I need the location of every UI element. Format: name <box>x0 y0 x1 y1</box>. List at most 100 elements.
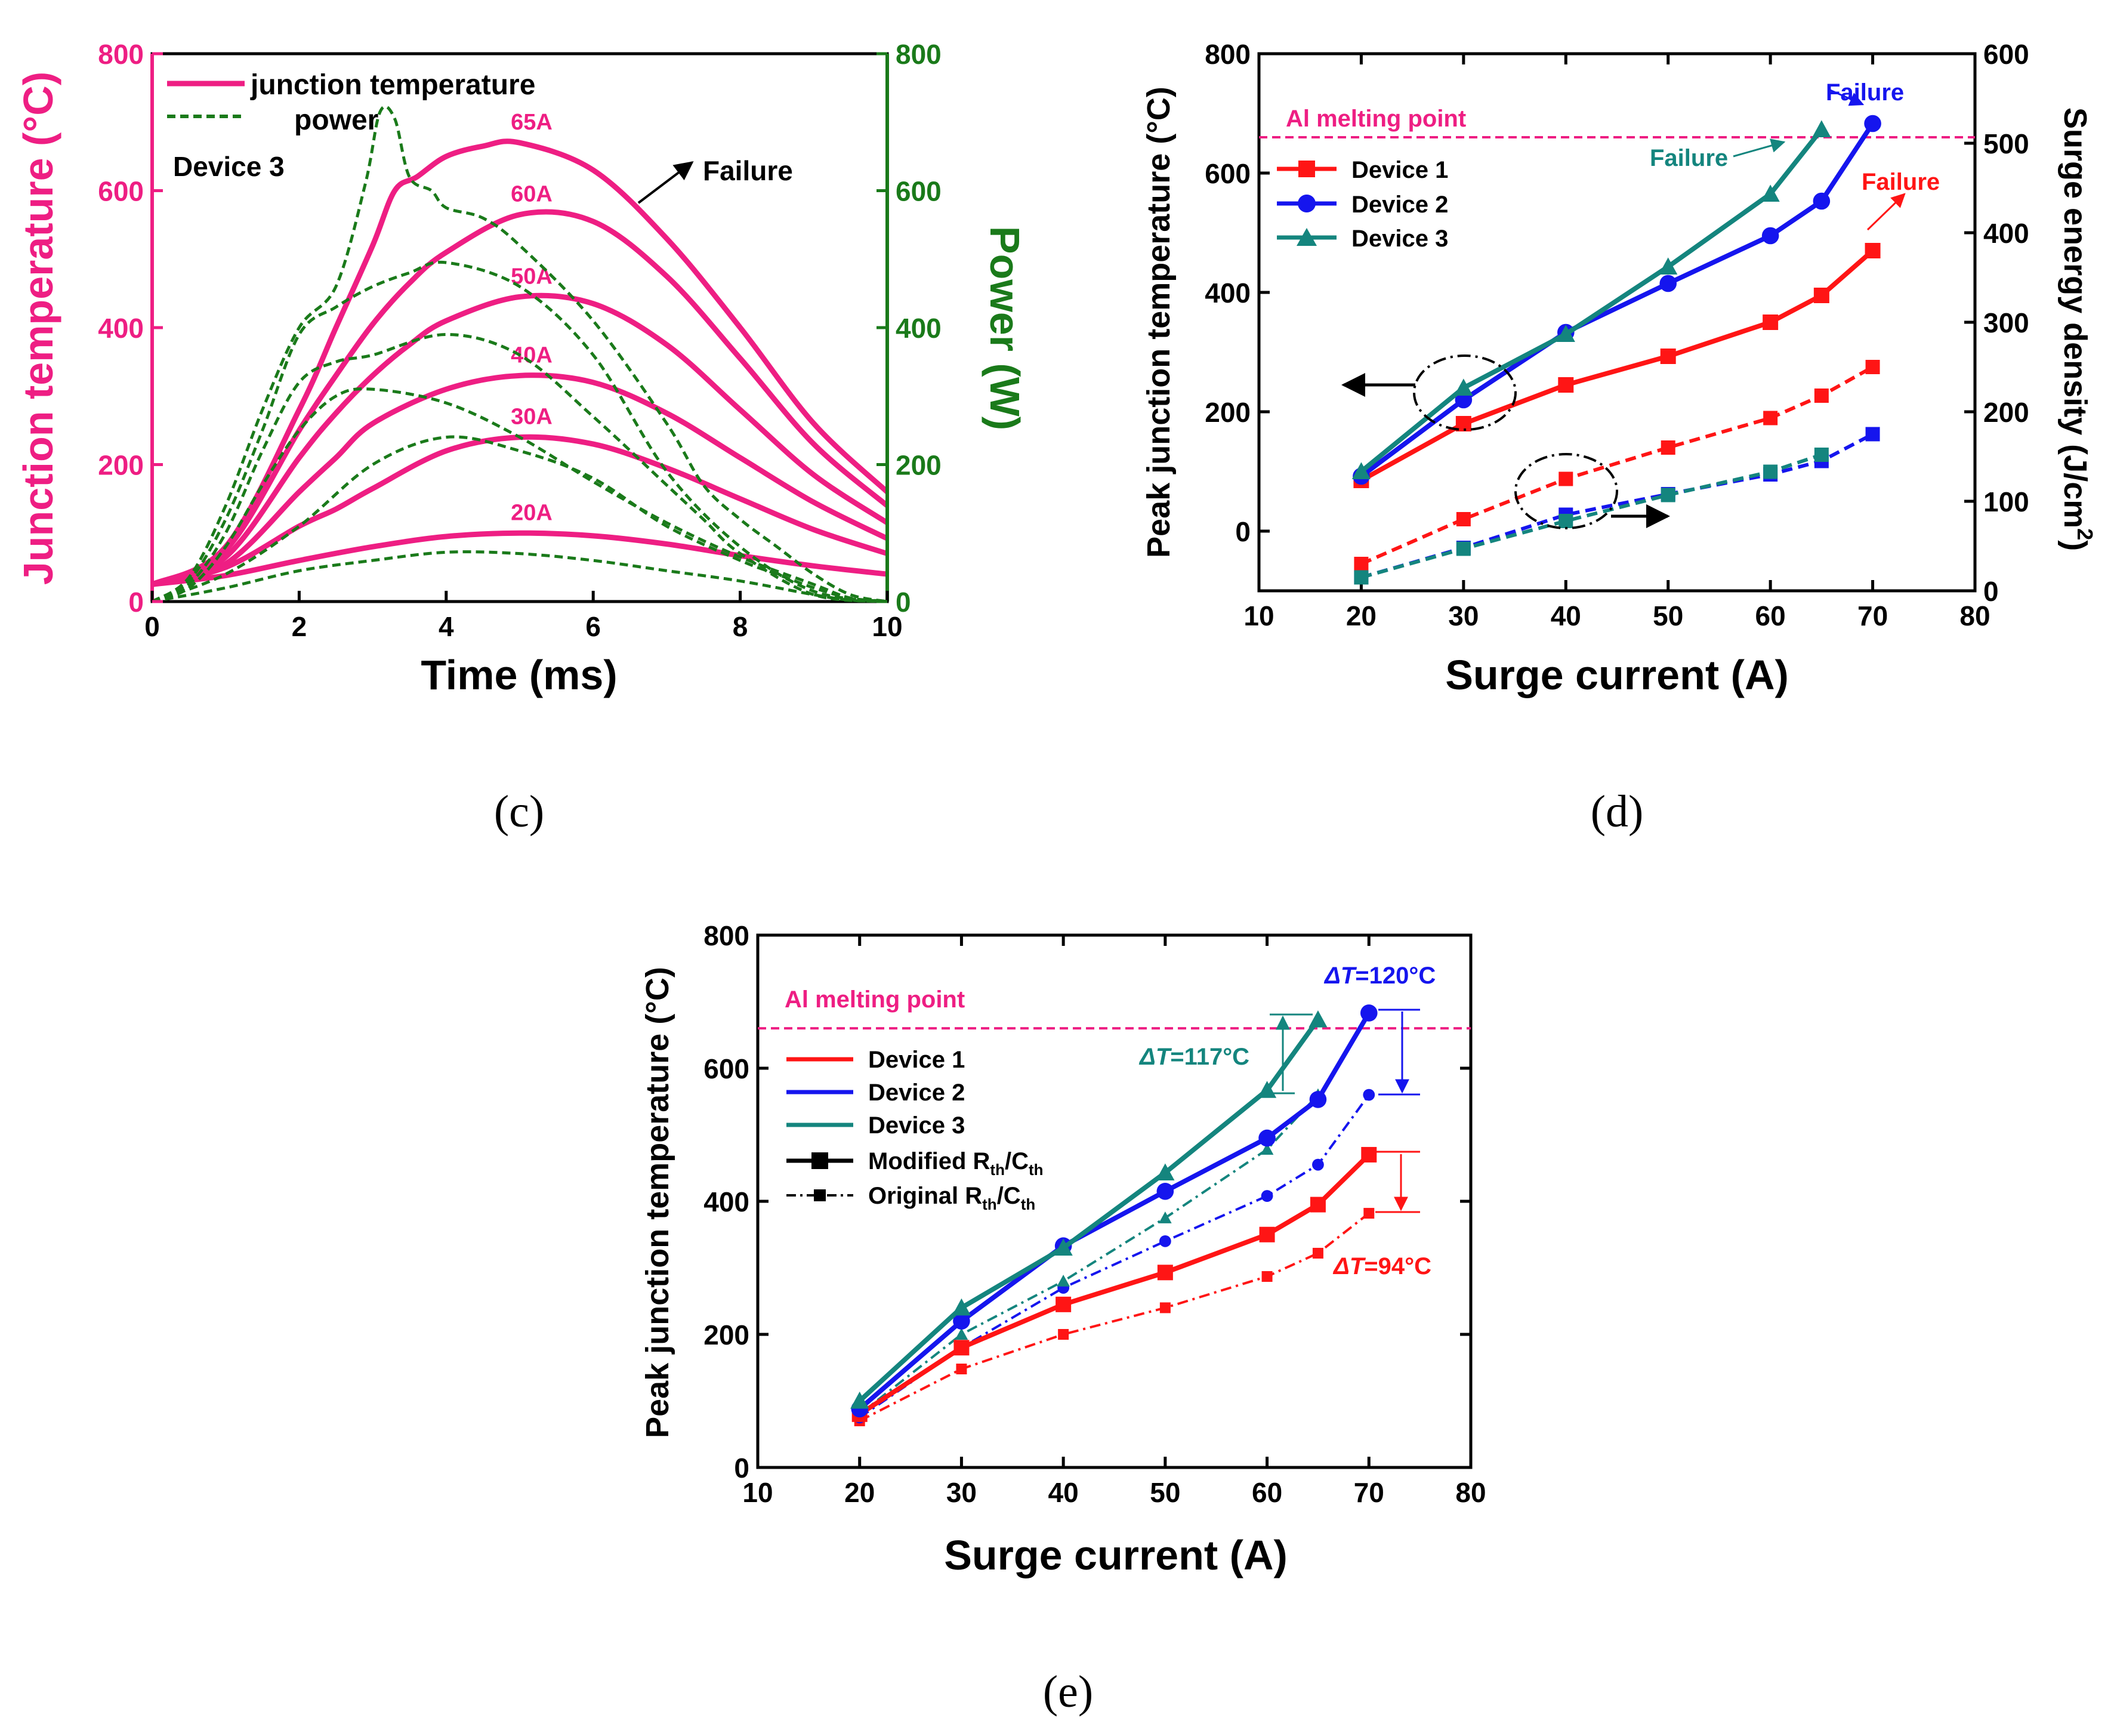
panel-d-legend: Device 1 Device 2 Device 3 <box>1277 157 1448 252</box>
panel-e-point-device-1 <box>1056 1296 1072 1312</box>
panel-d-point-device-1 <box>1763 314 1779 330</box>
panel-d-point-device-3-energy <box>1456 541 1471 556</box>
panel-d-point-device-1-energy <box>1354 557 1369 571</box>
panel-d-point-device-1-energy <box>1661 440 1675 455</box>
panel-c-y2-tick-label: 0 <box>896 587 911 618</box>
panel-e-y-tick-label: 600 <box>703 1053 749 1084</box>
panel-e-line-device-3 <box>858 1018 1320 1403</box>
panel-d-y2-tick-label: 0 <box>1983 576 1999 607</box>
panel-d-axes: 10 20 30 40 50 60 70 80020040060080001002003004… <box>1205 39 2029 631</box>
panel-d-point-device-1 <box>1813 288 1829 303</box>
legend-device-3: Device 3 <box>868 1112 965 1139</box>
temperature-curve-40A <box>151 372 888 587</box>
panel-e-point-device-2-original <box>1312 1158 1324 1171</box>
panel-d-point-device-1-energy <box>1559 471 1573 486</box>
panel-d-point-device-3-energy <box>1661 488 1675 502</box>
failure-arrow-device-3 <box>1733 138 1786 158</box>
panel-d-point-device-1 <box>1558 377 1574 393</box>
series-label-60A: 60A <box>511 182 553 207</box>
panel-c-y-tick-label: 600 <box>98 176 144 207</box>
legend-device-3: Device 3 <box>1351 226 1448 252</box>
panel-e-melting-label: Al melting point <box>785 986 965 1013</box>
panel-d-point-device-3 <box>1812 120 1831 137</box>
panel-e-point-device-2 <box>953 1312 970 1330</box>
panel-c-x-tick-label: 4 <box>439 611 454 642</box>
panel-e-point-device-1-original <box>1363 1208 1375 1219</box>
panel-d-xlabel: Surge current (A) <box>1445 652 1789 698</box>
panel-c-ylabel-right: Power (W) <box>982 226 1028 430</box>
panel-e-plot-area <box>758 1004 1471 1426</box>
panel-d-y2-tick-label: 100 <box>1983 486 2029 517</box>
panel-e-point-device-2-original <box>1159 1235 1171 1247</box>
panel-d-point-device-3-energy <box>1763 464 1778 479</box>
failure-arrow-device-2 <box>1828 88 1865 106</box>
panel-e-x-tick-label: 70 <box>1354 1477 1384 1508</box>
panel-c-x-tick-label: 0 <box>144 611 160 642</box>
panel-d-point-device-1-energy <box>1763 411 1778 425</box>
legend-marker-original <box>814 1189 826 1201</box>
panel-d-y2-tick-label: 200 <box>1983 397 2029 428</box>
temperature-curve-50A <box>151 292 889 587</box>
panel-e-point-device-3-original <box>1057 1275 1070 1287</box>
panel-d-failure-device-1: Failure <box>1862 169 1940 195</box>
panel-d-point-device-3 <box>1351 462 1371 479</box>
panel-c-y-tick-label: 200 <box>98 450 144 481</box>
panel-e-line-device-1-original <box>859 1212 1370 1422</box>
panel-e-x-tick-label: 40 <box>1048 1477 1079 1508</box>
panel-d-y-tick-label: 600 <box>1205 158 1251 189</box>
panel-d-y2-tick-label: 400 <box>1983 218 2029 249</box>
panel-e-point-device-3-original <box>1260 1143 1274 1155</box>
panel-d-point-device-2-energy <box>1865 427 1880 442</box>
panel-e-caption: (e) <box>1043 1667 1093 1717</box>
panel-c-ylabel-left: Junction temperature (°C) <box>15 72 61 585</box>
panel-d-plot-area <box>1259 115 1975 585</box>
legend-device-2: Device 2 <box>1351 192 1448 218</box>
legend-device-1: Device 1 <box>1351 157 1448 183</box>
right-axis-group-circle <box>1514 453 1618 529</box>
panel-c-x-tick-label: 8 <box>733 611 748 642</box>
panel-d-point-device-1 <box>1660 349 1676 364</box>
panel-d-point-device-2 <box>1864 115 1881 132</box>
panel-e-point-device-2 <box>1360 1004 1378 1022</box>
temperature-curve-20A <box>152 530 888 587</box>
legend-marker-square <box>1298 161 1315 177</box>
panel-e-ylabel: Peak junction temperature (°C) <box>640 967 675 1438</box>
panel-e-point-device-1 <box>1259 1226 1275 1242</box>
panel-e-y-tick-label: 400 <box>703 1186 749 1217</box>
device-label: Device 3 <box>173 151 285 182</box>
failure-arrow <box>637 161 694 204</box>
panel-e-point-device-3 <box>1308 1010 1328 1028</box>
panel-e-x-tick-label: 10 <box>742 1477 773 1508</box>
panel-d-x-tick-label: 60 <box>1755 600 1786 631</box>
panel-d-point-device-3-energy <box>1814 448 1829 462</box>
legend-marker-triangle <box>1297 228 1317 246</box>
panel-e-x-tick-label: 60 <box>1252 1477 1282 1508</box>
panel-d-y-tick-label: 400 <box>1205 277 1251 309</box>
temperature-curve-30A <box>151 434 888 587</box>
panel-d-x-tick-label: 80 <box>1959 600 1990 631</box>
panel-d-point-device-3 <box>1454 378 1473 396</box>
panel-e-legend: Device 1 Device 2 Device 3 Modified Rth/… <box>786 1047 1044 1213</box>
legend-device-2: Device 2 <box>868 1080 965 1106</box>
panel-d-point-device-3 <box>1659 257 1678 275</box>
series-label-30A: 30A <box>511 405 553 430</box>
panel-e-point-device-3-original <box>1159 1211 1172 1223</box>
panel-c-x-tick-label: 6 <box>585 611 601 642</box>
power-curve-P20A <box>152 550 888 603</box>
legend-junction-temperature: junction temperature <box>250 69 535 101</box>
panel-d-line-device-3-energy <box>1360 453 1822 579</box>
panel-d-x-tick-label: 40 <box>1551 600 1581 631</box>
panel-e-line-device-3-original <box>859 1094 1319 1416</box>
panel-e-point-device-2 <box>1309 1091 1327 1108</box>
failure-label: Failure <box>703 155 793 186</box>
panel-d-point-device-1-energy <box>1456 512 1471 526</box>
series-label-20A: 20A <box>511 500 553 525</box>
panel-d-point-device-2 <box>1659 275 1677 292</box>
legend-marker-circle <box>1298 195 1316 212</box>
panel-e-point-device-3 <box>952 1298 971 1316</box>
panel-d: 10 20 30 40 50 60 70 80020040060080001002003004… <box>1141 39 2097 837</box>
panel-e-point-device-1 <box>1310 1197 1326 1213</box>
